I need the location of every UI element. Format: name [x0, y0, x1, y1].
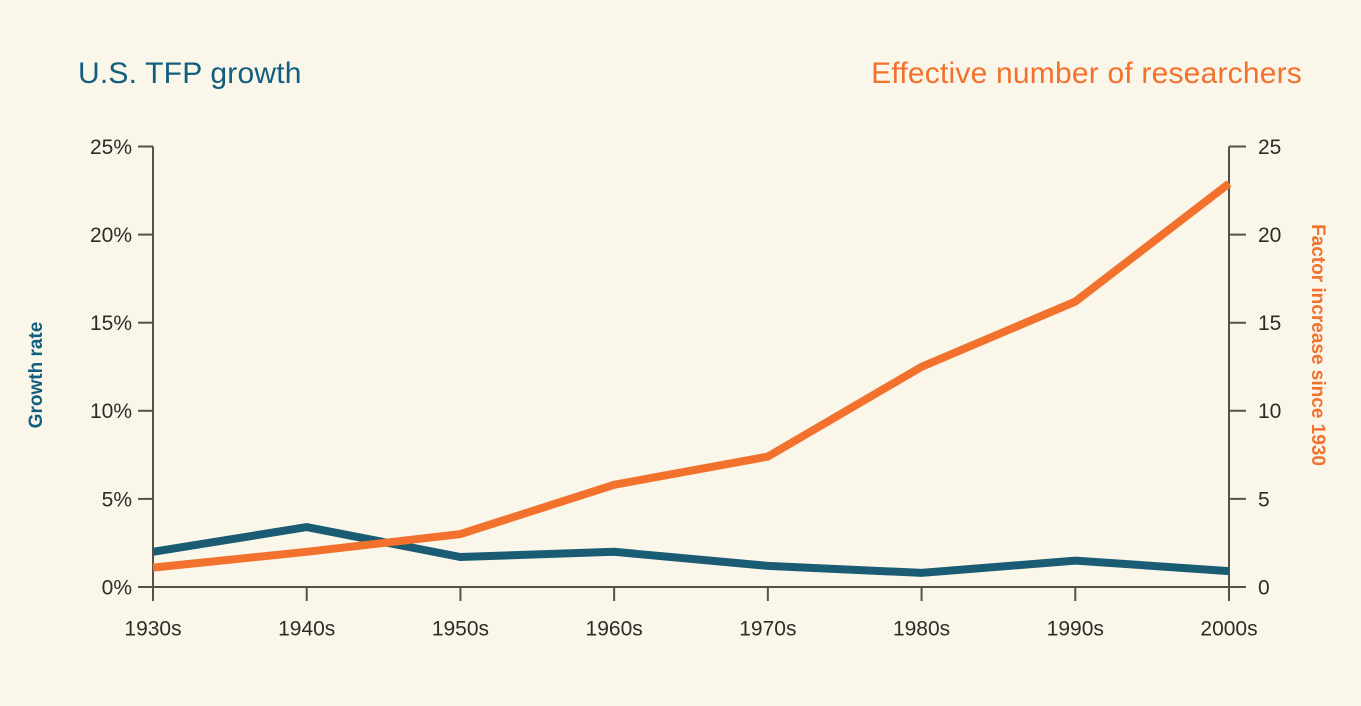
x-axis-tick-label: 1950s	[432, 617, 489, 640]
y-axis-label-factor-increase: Factor increase since 1930	[1307, 224, 1328, 466]
x-axis-tick-label: 1940s	[278, 617, 335, 640]
chart-title-tfp-growth: U.S. TFP growth	[78, 57, 302, 90]
y-axis-left-tick-label: 0%	[102, 576, 132, 599]
x-axis-tick-label: 1980s	[893, 617, 950, 640]
x-axis-tick-label: 2000s	[1200, 617, 1257, 640]
chart-title-effective-researchers: Effective number of researchers	[871, 57, 1302, 90]
y-axis-label-growth-rate: Growth rate	[26, 321, 47, 429]
x-axis-tick-label: 1930s	[124, 617, 181, 640]
y-axis-right-tick-label: 5	[1258, 488, 1270, 511]
axes: 0% 0 5% 5 10% 10 15% 15 20% 20 25% 25 1930s 1940s 1950…	[90, 136, 1281, 640]
y-axis-left-tick-label: 25%	[90, 136, 132, 159]
series-line-researchers	[152, 180, 1232, 572]
y-axis-right-tick-label: 0	[1258, 576, 1270, 599]
y-axis-right-tick-label: 10	[1258, 400, 1281, 423]
series-line-tfp-growth	[152, 523, 1230, 577]
y-axis-right-tick-label: 15	[1258, 312, 1281, 335]
y-axis-right-tick-label: 25	[1258, 136, 1281, 159]
y-axis-left-tick-label: 10%	[90, 400, 132, 423]
x-axis-tick-label: 1960s	[586, 617, 643, 640]
y-axis-left-tick-label: 5%	[102, 488, 132, 511]
y-axis-left-tick-label: 20%	[90, 224, 132, 247]
y-axis-left-tick-label: 15%	[90, 312, 132, 335]
x-axis-tick-label: 1990s	[1047, 617, 1104, 640]
x-axis-tick-label: 1970s	[739, 617, 796, 640]
y-axis-right-tick-label: 20	[1258, 224, 1281, 247]
